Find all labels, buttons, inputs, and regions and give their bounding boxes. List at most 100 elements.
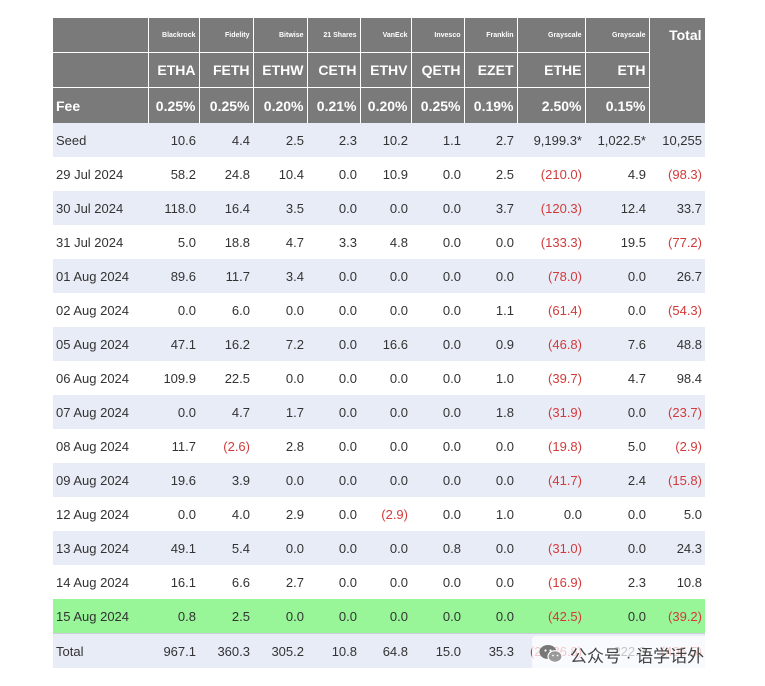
flow-cell: 0.0 — [307, 531, 360, 565]
ticker-header: CETH — [307, 52, 361, 88]
fee-label: Fee — [53, 87, 149, 123]
ticker-header: ETH — [585, 52, 650, 88]
flow-cell: 0.0 — [148, 293, 199, 327]
row-total-cell: (23.7) — [649, 395, 705, 429]
row-label: 01 Aug 2024 — [53, 259, 148, 293]
row-total-cell: 33.7 — [649, 191, 705, 225]
table-row: 15 Aug 2024 0.8 2.5 0.0 0.0 0.0 0.0 0.0 (42.5) 0.… — [53, 599, 705, 634]
etf-flow-table: Blackrock Fidelity Bitwise 21 Shares VanEck I… — [53, 18, 706, 668]
flow-cell: 0.0 — [307, 293, 360, 327]
table-row: 14 Aug 2024 16.1 6.6 2.7 0.0 0.0 0.0 0.0 (16.9) 2… — [53, 565, 705, 599]
flow-cell: 10.8 — [307, 633, 360, 668]
flow-cell: 0.0 — [307, 429, 360, 463]
flow-cell: (31.9) — [517, 395, 585, 429]
flow-cell: 0.0 — [411, 361, 464, 395]
flow-cell: 0.0 — [464, 429, 517, 463]
flow-cell: 0.0 — [464, 225, 517, 259]
flow-cell: 0.0 — [307, 157, 360, 191]
flow-cell: 18.8 — [199, 225, 253, 259]
fee-value: 0.25% — [148, 87, 200, 123]
row-total-cell: 24.3 — [649, 531, 705, 565]
flow-cell: 1.7 — [253, 395, 307, 429]
table-row: 09 Aug 2024 19.6 3.9 0.0 0.0 0.0 0.0 0.0 (41.7) 2… — [53, 463, 705, 497]
issuer-header: Grayscale — [585, 18, 650, 53]
ticker-header: ETHV — [360, 52, 412, 88]
flow-cell: (46.8) — [517, 327, 585, 361]
flow-cell: 0.0 — [360, 293, 411, 327]
row-label: 29 Jul 2024 — [53, 157, 148, 191]
issuer-header: Bitwise — [253, 18, 308, 53]
table-row: 05 Aug 2024 47.1 16.2 7.2 0.0 16.6 0.0 0.9 (46.8… — [53, 327, 705, 361]
row-label: 07 Aug 2024 — [53, 395, 148, 429]
row-label: 14 Aug 2024 — [53, 565, 148, 599]
flow-cell: 3.4 — [253, 259, 307, 293]
flow-cell: 4.0 — [199, 497, 253, 531]
flow-cell: 3.7 — [464, 191, 517, 225]
flow-cell: 0.8 — [411, 531, 464, 565]
flow-cell: 0.0 — [464, 259, 517, 293]
flow-cell: 7.6 — [585, 327, 649, 361]
flow-cell: 0.0 — [411, 395, 464, 429]
flow-cell: 7.2 — [253, 327, 307, 361]
flow-cell: (2.6) — [199, 429, 253, 463]
table-row: 29 Jul 2024 58.2 24.8 10.4 0.0 10.9 0.0 2.5 (210… — [53, 157, 705, 191]
flow-cell: 10.2 — [360, 123, 411, 157]
flow-cell: 0.0 — [517, 497, 585, 531]
fee-value: 0.19% — [464, 87, 518, 123]
flow-cell: 0.0 — [360, 429, 411, 463]
flow-cell: 967.1 — [148, 633, 199, 668]
row-total-cell: 98.4 — [649, 361, 705, 395]
table-row: 06 Aug 2024 109.9 22.5 0.0 0.0 0.0 0.0 1.0 (39.7… — [53, 361, 705, 395]
flow-cell: 1.0 — [464, 497, 517, 531]
ticker-header-row: ETHA FETH ETHW CETH ETHV QETH EZET ETHE ETH — [53, 52, 705, 88]
flow-cell: 0.0 — [411, 599, 464, 634]
flow-cell: 2.9 — [253, 497, 307, 531]
flow-cell: 1,022.5* — [585, 123, 649, 157]
table-row: 13 Aug 2024 49.1 5.4 0.0 0.0 0.0 0.8 0.0 (31.0) 0… — [53, 531, 705, 565]
flow-cell: 0.8 — [148, 599, 199, 634]
flow-cell: 11.7 — [148, 429, 199, 463]
row-total-cell: (54.3) — [649, 293, 705, 327]
flow-cell: 305.2 — [253, 633, 307, 668]
flow-cell: (19.8) — [517, 429, 585, 463]
flow-cell: (42.5) — [517, 599, 585, 634]
flow-cell: 11.7 — [199, 259, 253, 293]
row-total-cell: (39.2) — [649, 599, 705, 634]
fee-value: 0.21% — [307, 87, 361, 123]
flow-cell: 47.1 — [148, 327, 199, 361]
row-label: 12 Aug 2024 — [53, 497, 148, 531]
flow-cell: 0.0 — [253, 293, 307, 327]
row-label: 15 Aug 2024 — [53, 599, 148, 634]
flow-cell: 0.0 — [360, 395, 411, 429]
flow-cell: 0.0 — [464, 599, 517, 634]
corner-cell — [53, 52, 149, 88]
flow-cell: 0.0 — [585, 497, 649, 531]
flow-cell: 0.0 — [411, 497, 464, 531]
flow-cell: 0.0 — [585, 599, 649, 634]
flow-cell: 3.9 — [199, 463, 253, 497]
fee-value: 0.20% — [360, 87, 412, 123]
issuer-header: Franklin — [464, 18, 518, 53]
flow-cell: 0.0 — [464, 531, 517, 565]
flow-cell: 0.0 — [307, 361, 360, 395]
issuer-header: 21 Shares — [307, 18, 361, 53]
flow-cell: 0.0 — [307, 497, 360, 531]
flow-cell: 35.3 — [464, 633, 517, 668]
flow-cell: 0.0 — [585, 259, 649, 293]
flow-cell: 0.0 — [307, 259, 360, 293]
row-total-cell: (77.2) — [649, 225, 705, 259]
row-total-cell: 10.8 — [649, 565, 705, 599]
flow-cell: 10.6 — [148, 123, 199, 157]
flow-cell: 5.4 — [199, 531, 253, 565]
flow-cell: 0.0 — [307, 395, 360, 429]
ticker-header: ETHW — [253, 52, 308, 88]
row-label: 13 Aug 2024 — [53, 531, 148, 565]
flow-cell: 0.0 — [253, 463, 307, 497]
flow-cell: 10.9 — [360, 157, 411, 191]
watermark: 公众号 · 语学话外 — [532, 636, 717, 672]
flow-cell: 0.0 — [360, 531, 411, 565]
row-total-cell: (98.3) — [649, 157, 705, 191]
flow-cell: 4.8 — [360, 225, 411, 259]
flow-cell: 0.0 — [253, 361, 307, 395]
ticker-header: FETH — [199, 52, 254, 88]
